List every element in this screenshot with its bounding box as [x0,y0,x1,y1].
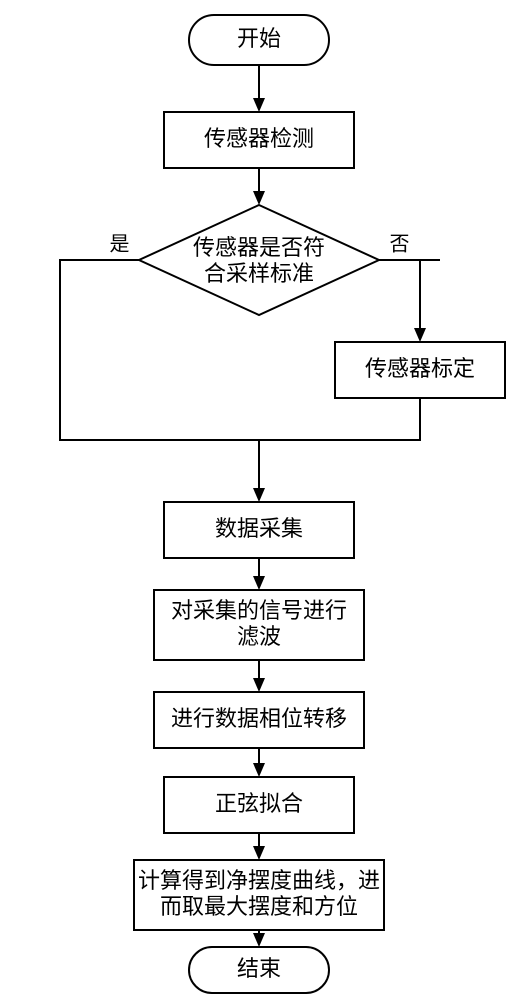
svg-text:正弦拟合: 正弦拟合 [215,791,303,816]
svg-text:而取最大摆度和方位: 而取最大摆度和方位 [160,894,358,919]
detect: 传感器检测 [164,112,354,168]
svg-text:结束: 结束 [237,956,281,981]
svg-text:滤波: 滤波 [237,624,281,649]
calc: 计算得到净摆度曲线，进而取最大摆度和方位 [134,860,384,930]
edge-calibrate-merge [259,398,420,440]
start: 开始 [189,15,329,65]
svg-text:计算得到净摆度曲线，进: 计算得到净摆度曲线，进 [138,868,380,893]
acquire: 数据采集 [164,502,354,558]
end: 结束 [189,947,329,993]
svg-text:传感器检测: 传感器检测 [204,126,314,151]
phase: 进行数据相位转移 [154,692,364,748]
calibrate: 传感器标定 [335,342,505,398]
svg-text:传感器标定: 传感器标定 [365,356,475,381]
sinfit: 正弦拟合 [164,777,354,833]
svg-text:进行数据相位转移: 进行数据相位转移 [171,706,347,731]
svg-text:是: 是 [110,234,130,256]
filter: 对采集的信号进行滤波 [154,590,364,660]
svg-text:否: 否 [390,234,410,256]
decision: 传感器是否符合采样标准 [139,205,379,315]
svg-text:数据采集: 数据采集 [215,516,303,541]
svg-text:传感器是否符: 传感器是否符 [193,235,325,260]
svg-text:合采样标准: 合采样标准 [204,261,314,286]
svg-text:开始: 开始 [237,26,281,51]
svg-text:对采集的信号进行: 对采集的信号进行 [171,598,347,623]
